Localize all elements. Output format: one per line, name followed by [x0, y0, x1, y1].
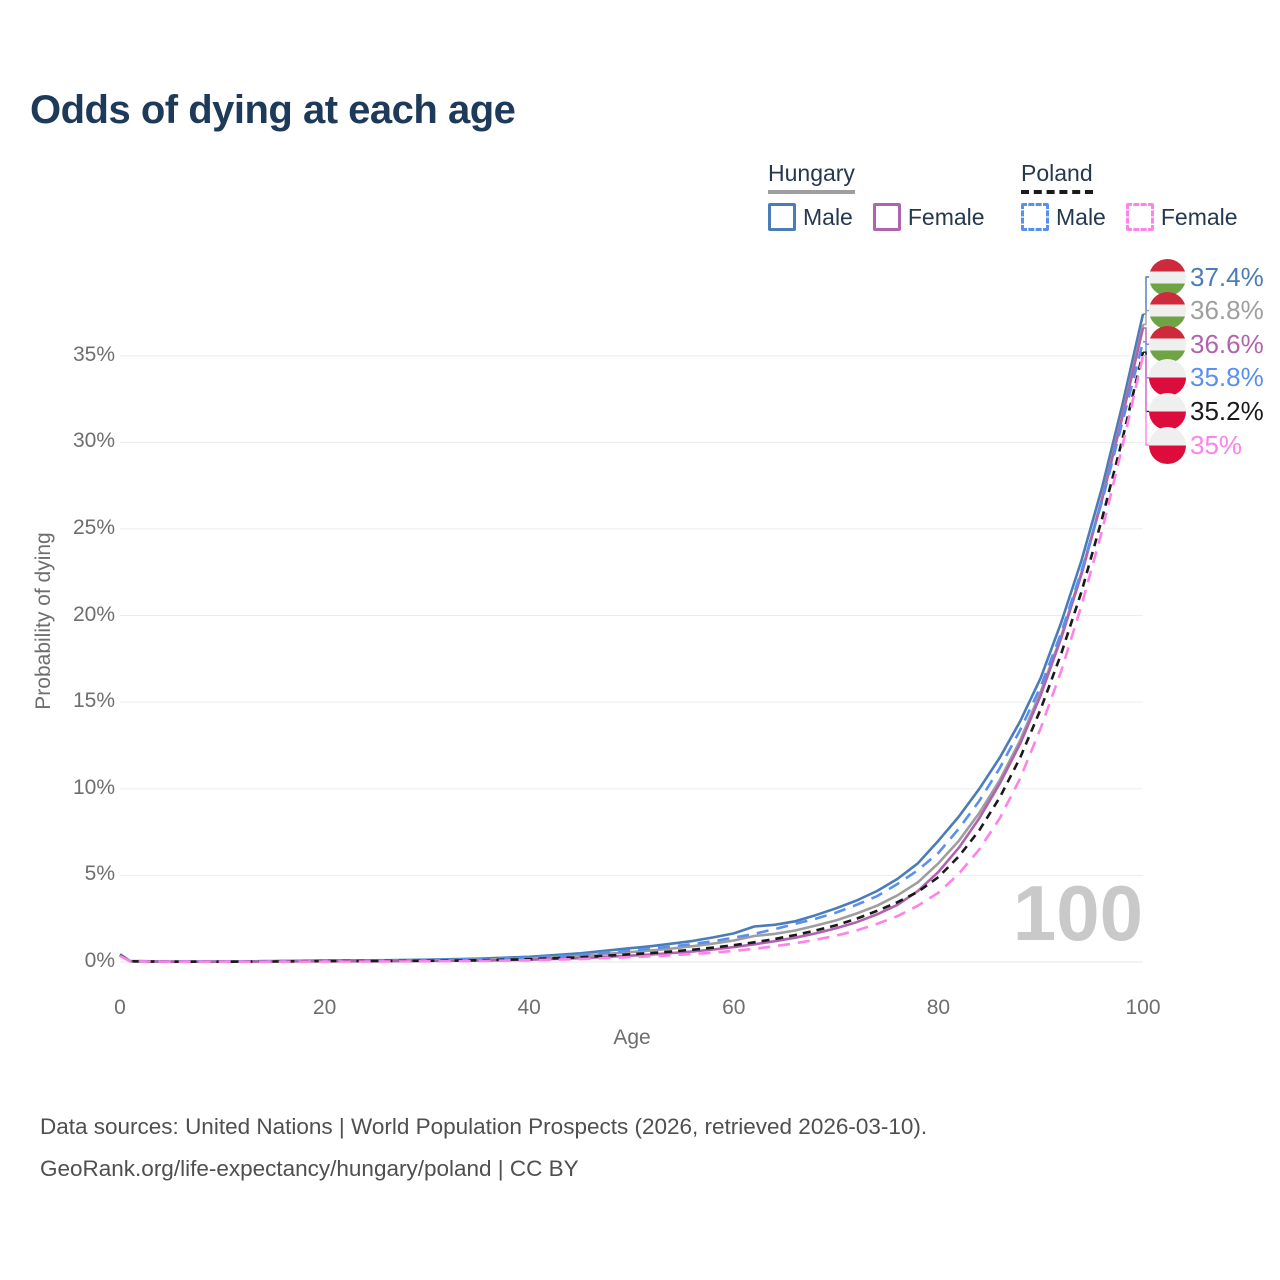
series-line-poland-average	[119, 351, 1145, 963]
x-tick-label: 60	[722, 996, 746, 1019]
legend-item-poland-female[interactable]: Female	[1125, 203, 1238, 231]
series-line-poland-male	[119, 341, 1145, 963]
end-label-row: 36.6%	[1149, 325, 1264, 363]
y-tick-label: 20%	[72, 602, 115, 626]
x-tick-label: 40	[517, 996, 541, 1019]
end-label-row: 35%	[1149, 426, 1242, 464]
y-axis-title: Probability of dying	[32, 532, 55, 710]
series-line-hungary-average	[119, 324, 1145, 963]
series-line-hungary-male	[119, 313, 1145, 963]
y-tick-label: 5%	[84, 862, 115, 886]
y-tick-label: 0%	[84, 949, 115, 972]
x-tick-label: 100	[1125, 996, 1161, 1019]
legend-group-poland: Poland Male Female	[1021, 160, 1238, 231]
age-watermark: 100	[1012, 869, 1143, 957]
x-axis-title: Age	[613, 1026, 651, 1049]
data-source-line: Data sources: United Nations | World Pop…	[40, 1114, 928, 1139]
end-label-row: 36.8%	[1149, 292, 1264, 330]
legend-item-label: Male	[803, 203, 853, 230]
legend-item-label: Female	[907, 203, 985, 230]
legend-country-poland: Poland	[1021, 160, 1093, 194]
y-tick-label: 30%	[72, 429, 115, 453]
legend-item-label: Female	[1160, 203, 1238, 230]
end-label-value: 35%	[1190, 429, 1243, 460]
y-tick-label: 15%	[72, 689, 115, 713]
poland-flag-icon	[1149, 359, 1186, 397]
legend-item-hungary-male[interactable]: Male	[768, 203, 853, 231]
end-label-row: 35.8%	[1149, 359, 1264, 397]
end-label-row: 37.4%	[1149, 258, 1264, 296]
hungary-flag-icon	[1149, 325, 1186, 363]
y-tick-label: 10%	[72, 775, 115, 799]
end-label-row: 35.2%	[1149, 392, 1264, 430]
hungary-male-swatch-icon	[768, 203, 796, 231]
hungary-female-swatch-icon	[872, 203, 901, 231]
legend-group-hungary: Hungary Male Female	[768, 160, 985, 231]
page-title: Odds of dying at each age	[30, 88, 516, 132]
legend-item-poland-male[interactable]: Male	[1021, 203, 1106, 231]
attribution-footer: Data sources: United Nations | World Pop…	[40, 1106, 927, 1189]
hungary-flag-icon	[1149, 292, 1186, 330]
end-label-value: 37.4%	[1190, 261, 1264, 292]
legend-country-hungary: Hungary	[768, 160, 855, 194]
poland-male-swatch-icon	[1021, 203, 1049, 231]
x-tick-label: 20	[312, 996, 337, 1019]
series-line-hungary-female	[119, 327, 1145, 963]
end-label-value: 36.6%	[1190, 328, 1264, 359]
y-tick-label: 25%	[72, 515, 115, 539]
x-tick-label: 0	[114, 996, 126, 1019]
hungary-flag-icon	[1149, 258, 1186, 296]
end-label-value: 35.2%	[1190, 395, 1264, 426]
legend-item-label: Male	[1056, 203, 1106, 230]
legend-item-hungary-female[interactable]: Female	[872, 203, 985, 231]
poland-female-swatch-icon	[1125, 203, 1154, 231]
x-tick-label: 80	[926, 996, 951, 1019]
poland-flag-icon	[1149, 426, 1186, 464]
license-line: GeoRank.org/life-expectancy/hungary/pola…	[40, 1155, 579, 1181]
end-label-value: 35.8%	[1190, 362, 1264, 393]
end-label-value: 36.8%	[1190, 295, 1264, 326]
poland-flag-icon	[1149, 392, 1186, 430]
y-tick-label: 35%	[72, 342, 115, 366]
series-line-poland-female	[119, 355, 1145, 963]
